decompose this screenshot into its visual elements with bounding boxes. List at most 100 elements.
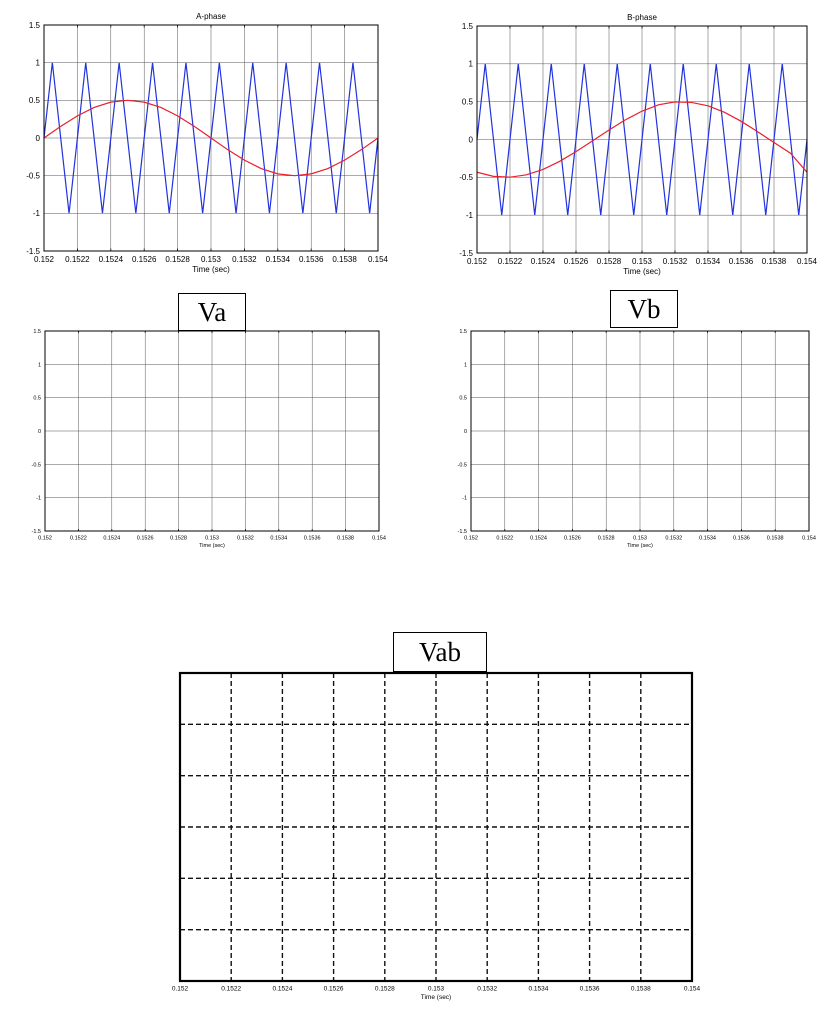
- va-y-tick-label: 1.5: [33, 329, 41, 335]
- vb-x-tick-label: 0.154: [802, 536, 816, 542]
- b-phase-x-tick-label: 0.1536: [729, 257, 754, 266]
- b-phase-x-tick-label: 0.1534: [696, 257, 721, 266]
- b-phase-x-tick-label: 0.152: [467, 257, 488, 266]
- vb-x-tick-label: 0.1532: [665, 536, 682, 542]
- b-phase-series-carrier: [476, 63, 808, 216]
- a-phase-y-tick-label: -0.5: [26, 171, 40, 180]
- b-phase-y-tick-label: -1.5: [459, 249, 473, 258]
- a-phase-x-tick-label: 0.154: [368, 255, 389, 264]
- vab-x-tick-label: 0.1534: [528, 986, 548, 993]
- vab-x-tick-label: 0.1532: [477, 986, 497, 993]
- vab-x-tick-label: 0.152: [172, 986, 189, 993]
- va-x-tick-label: 0.153: [205, 536, 219, 542]
- vb-x-tick-label: 0.153: [633, 536, 647, 542]
- vab-x-tick-label: 0.153: [428, 986, 445, 993]
- b-phase-y-tick-label: -1: [466, 211, 474, 220]
- a-phase-x-tick-label: 0.1534: [266, 255, 291, 264]
- b-phase-y-tick-label: 1.5: [462, 22, 474, 31]
- a-phase-chart-title: A-phase: [196, 12, 226, 21]
- a-phase-y-tick-label: 1: [36, 58, 41, 67]
- va-x-tick-label: 0.1524: [103, 536, 120, 542]
- va-x-tick-label: 0.1534: [270, 536, 287, 542]
- a-phase-x-tick-label: 0.1538: [332, 255, 357, 264]
- va-x-tick-label: 0.152: [38, 536, 52, 542]
- b-phase-x-tick-label: 0.153: [632, 257, 653, 266]
- b-phase-chart-title: B-phase: [627, 13, 657, 22]
- va-x-tick-label: 0.1536: [304, 536, 321, 542]
- vb-y-tick-label: 1.5: [459, 329, 467, 335]
- va-y-tick-label: 1: [38, 362, 41, 368]
- vab-x-tick-label: 0.1526: [324, 986, 344, 993]
- va-x-tick-label: 0.1522: [70, 536, 87, 542]
- a-phase-y-tick-label: -1: [33, 209, 41, 218]
- va-x-tick-label: 0.1526: [137, 536, 154, 542]
- vab-x-tick-label: 0.154: [684, 986, 701, 993]
- vb-x-tick-label: 0.1536: [733, 536, 750, 542]
- vab-x-tick-label: 0.1522: [221, 986, 241, 993]
- vb-x-tick-label: 0.152: [464, 536, 478, 542]
- va-y-tick-label: -0.5: [32, 462, 41, 468]
- a-phase-x-tick-label: 0.1532: [232, 255, 257, 264]
- vb-x-tick-label: 0.1534: [699, 536, 716, 542]
- va-x-axis-label: Time (sec): [199, 543, 225, 549]
- vb-label: Vb: [610, 290, 678, 328]
- a-phase-y-tick-label: 0: [36, 134, 41, 143]
- vb-y-tick-label: -1: [462, 496, 467, 502]
- a-phase-x-tick-label: 0.1524: [99, 255, 124, 264]
- vb-y-tick-label: -0.5: [458, 462, 467, 468]
- vab-axes-frame: [178, 671, 694, 983]
- vab-x-tick-label: 0.1528: [375, 986, 395, 993]
- vab-x-tick-label: 0.1536: [580, 986, 600, 993]
- a-phase-y-tick-label: -1.5: [26, 247, 40, 256]
- va-label: Va: [178, 293, 246, 331]
- b-phase-x-tick-label: 0.154: [797, 257, 818, 266]
- b-phase-x-tick-label: 0.1524: [531, 257, 556, 266]
- b-phase-y-tick-label: -0.5: [459, 173, 473, 182]
- a-phase-x-tick-label: 0.1522: [65, 255, 90, 264]
- a-phase-x-tick-label: 0.153: [201, 255, 222, 264]
- chart-vab: 0.152 0.1522 0.1524 0.1526 0.1528 0.153 0.1532…: [172, 671, 701, 1001]
- vb-x-axis-label: Time (sec): [627, 543, 653, 549]
- va-y-tick-label: 0: [38, 429, 41, 435]
- va-x-tick-label: 0.1532: [237, 536, 254, 542]
- vb-y-tick-label: 0.5: [459, 396, 467, 402]
- a-phase-series-reference: [43, 99, 379, 177]
- va-y-tick-label: -1: [36, 496, 41, 502]
- vab-x-tick-label: 0.1524: [272, 986, 292, 993]
- b-phase-y-tick-label: 0.5: [462, 97, 474, 106]
- chart-va: 0.152 0.1522 0.1524 0.1526 0.1528 0.153 0.1532…: [32, 329, 386, 549]
- chart-a-phase: 0.152 0.1522 0.1524 0.1526 0.1528 0.153 0.1532…: [26, 12, 388, 274]
- vb-x-tick-label: 0.1538: [767, 536, 784, 542]
- a-phase-x-tick-label: 0.152: [34, 255, 55, 264]
- b-phase-x-tick-label: 0.1532: [663, 257, 688, 266]
- b-phase-y-tick-label: 1: [469, 60, 474, 69]
- a-phase-y-tick-label: 0.5: [29, 96, 41, 105]
- vb-x-tick-label: 0.1526: [564, 536, 581, 542]
- b-phase-x-tick-label: 0.1522: [498, 257, 523, 266]
- a-phase-y-tick-label: 1.5: [29, 21, 41, 30]
- vb-x-tick-label: 0.1524: [530, 536, 547, 542]
- a-phase-x-tick-label: 0.1526: [132, 255, 157, 264]
- va-x-tick-label: 0.1538: [337, 536, 354, 542]
- vb-x-tick-label: 0.1528: [598, 536, 615, 542]
- a-phase-x-tick-label: 0.1536: [299, 255, 324, 264]
- chart-b-phase: 0.152 0.1522 0.1524 0.1526 0.1528 0.153 0.1532…: [459, 13, 817, 276]
- vb-y-tick-label: 1: [464, 362, 467, 368]
- vab-label: Vab: [393, 632, 487, 672]
- b-phase-series-reference: [476, 101, 808, 178]
- va-x-tick-label: 0.1528: [170, 536, 187, 542]
- a-phase-x-tick-label: 0.1528: [165, 255, 190, 264]
- b-phase-y-tick-label: 0: [469, 135, 474, 144]
- vb-x-tick-label: 0.1522: [496, 536, 513, 542]
- vab-x-axis-label: Time (sec): [421, 994, 451, 1001]
- a-phase-x-axis-label: Time (sec): [192, 265, 230, 274]
- va-y-tick-label: 0.5: [33, 396, 41, 402]
- va-x-tick-label: 0.154: [372, 536, 386, 542]
- b-phase-x-axis-label: Time (sec): [623, 267, 661, 276]
- chart-vb: 0.152 0.1522 0.1524 0.1526 0.1528 0.153 0.1532…: [458, 329, 816, 549]
- vb-y-tick-label: -1.5: [458, 529, 467, 535]
- vb-y-tick-label: 0: [464, 429, 467, 435]
- vab-x-tick-label: 0.1538: [631, 986, 651, 993]
- b-phase-x-tick-label: 0.1538: [762, 257, 787, 266]
